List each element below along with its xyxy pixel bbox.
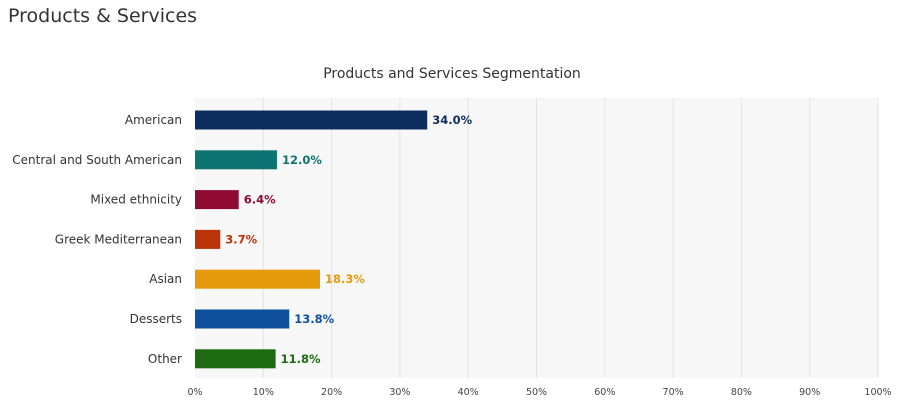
- x-tick-label: 100%: [864, 387, 891, 398]
- grid-lines: [262, 98, 879, 378]
- data-label: 11.8%: [281, 352, 321, 366]
- x-tick-label: 80%: [731, 387, 752, 398]
- chart-title: Products and Services Segmentation: [323, 66, 581, 82]
- x-tick-label: 0%: [187, 387, 202, 398]
- data-labels: 34.0% 12.0% 6.4% 3.7% 18.3% 13.8% 11.8%: [225, 113, 472, 366]
- data-label: 18.3%: [325, 272, 365, 286]
- data-label: 13.8%: [294, 312, 334, 326]
- category-label: Central and South American: [12, 153, 182, 167]
- data-label: 3.7%: [225, 232, 257, 246]
- bar[interactable]: [195, 349, 276, 369]
- category-label: American: [125, 113, 182, 127]
- x-tick-label: 30%: [389, 387, 410, 398]
- data-label: 34.0%: [432, 113, 472, 127]
- bar[interactable]: [195, 110, 428, 130]
- category-label: Other: [148, 352, 182, 366]
- data-label: 12.0%: [282, 153, 322, 167]
- bar[interactable]: [195, 190, 239, 210]
- x-tick-label: 10%: [253, 387, 274, 398]
- x-tick-label: 90%: [799, 387, 820, 398]
- x-tick-label: 40%: [458, 387, 479, 398]
- category-labels: American Central and South American Mixed …: [12, 113, 182, 366]
- x-tick-label: 50%: [526, 387, 547, 398]
- bar[interactable]: [195, 269, 320, 289]
- x-tick-label: 70%: [663, 387, 684, 398]
- category-label: Mixed ethnicity: [90, 193, 182, 207]
- bar[interactable]: [195, 229, 221, 249]
- x-tick-label: 60%: [594, 387, 615, 398]
- x-axis-ticks: 0% 10% 20% 30% 40% 50% 60% 70% 80% 90% 100%: [187, 387, 891, 398]
- category-label: Greek Mediterranean: [55, 232, 182, 246]
- bar[interactable]: [195, 150, 277, 170]
- x-tick-label: 20%: [321, 387, 342, 398]
- category-label: Desserts: [130, 312, 182, 326]
- bars: [195, 110, 428, 369]
- data-label: 6.4%: [244, 193, 276, 207]
- bar[interactable]: [195, 309, 290, 329]
- category-label: Asian: [149, 272, 182, 286]
- section-title: Products & Services: [8, 5, 198, 27]
